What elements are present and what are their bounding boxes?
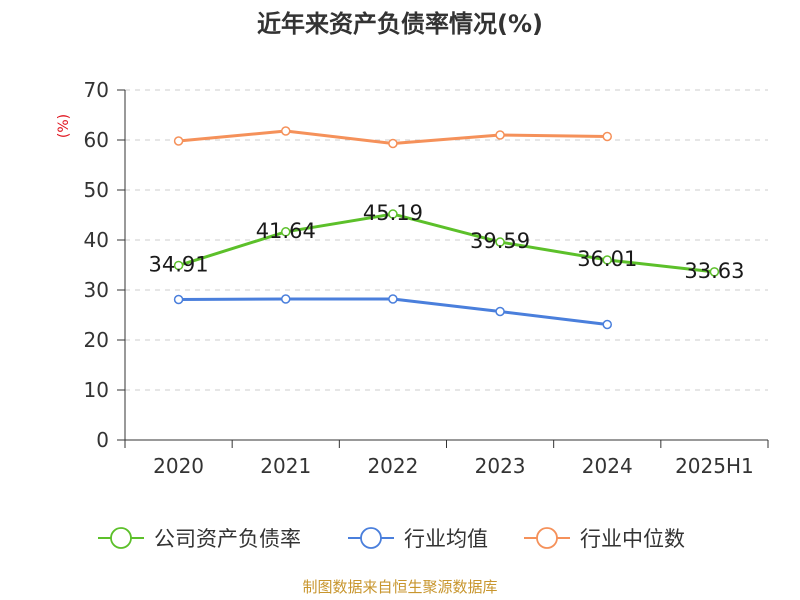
- data-label: 39.59: [470, 229, 530, 253]
- x-tick-label: 2022: [367, 454, 418, 478]
- data-label: 34.91: [149, 252, 209, 276]
- legend-label: 行业均值: [404, 527, 488, 551]
- y-tick-label: 20: [84, 328, 109, 352]
- y-tick-label: 70: [84, 78, 109, 102]
- y-tick-label: 40: [84, 228, 109, 252]
- data-label: 36.01: [577, 247, 637, 271]
- x-tick-label: 2025H1: [675, 454, 754, 478]
- grid: [125, 89, 768, 391]
- data-label: 41.64: [256, 219, 316, 243]
- data-point: [173, 136, 184, 146]
- series-group: 34.91 41.64 45.19 39.59 36.01 33.63: [149, 126, 745, 330]
- y-tick-label: 60: [84, 128, 109, 152]
- legend-marker-icon: [110, 527, 132, 549]
- data-point: [602, 319, 612, 330]
- data-point: [173, 260, 184, 271]
- data-label: 45.19: [363, 201, 423, 225]
- data-point: [173, 294, 184, 305]
- y-tick-label: 0: [96, 428, 109, 452]
- data-point: [495, 306, 505, 317]
- legend-item: 行业均值: [348, 527, 488, 551]
- legend-marker-icon: [360, 527, 382, 549]
- data-point: [281, 294, 291, 304]
- legend-item: 公司资产负债率: [98, 527, 301, 551]
- axes: 0 10 20 30 40 50 60 70 2020 2021 2022 2023 2024 2025H…: [84, 78, 769, 478]
- legend-label: 公司资产负债率: [154, 527, 301, 551]
- y-tick-label: 50: [84, 178, 109, 202]
- data-point: [602, 255, 612, 265]
- legend-marker-icon: [536, 527, 558, 549]
- data-point: [495, 130, 505, 140]
- y-tick-label: 30: [84, 278, 109, 302]
- data-point: [495, 237, 505, 247]
- series-2: [173, 294, 612, 330]
- data-point: [281, 126, 291, 136]
- y-axis-label: (%): [56, 114, 72, 138]
- chart-title: 近年来资产负债率情况(%): [257, 10, 543, 38]
- data-label: 33.63: [684, 259, 744, 283]
- x-tick-label: 2020: [153, 454, 204, 478]
- data-point: [281, 227, 291, 237]
- data-point: [388, 209, 398, 219]
- x-tick-label: 2021: [260, 454, 311, 478]
- data-point: [388, 294, 398, 304]
- x-tick-label: 2023: [475, 454, 526, 478]
- data-source-note: 制图数据来自恒生聚源数据库: [302, 578, 498, 596]
- y-tick-label: 10: [84, 378, 109, 402]
- data-point: [709, 267, 720, 277]
- data-point: [602, 131, 612, 142]
- legend: 公司资产负债率 行业均值 行业中位数: [98, 527, 685, 551]
- series-line: [178, 212, 715, 274]
- x-tick-label: 2024: [582, 454, 633, 478]
- data-point: [388, 138, 398, 149]
- series-3: [173, 126, 612, 149]
- series-1: 34.91 41.64 45.19 39.59 36.01 33.63: [149, 201, 745, 283]
- legend-label: 行业中位数: [580, 527, 685, 551]
- legend-item: 行业中位数: [524, 527, 685, 551]
